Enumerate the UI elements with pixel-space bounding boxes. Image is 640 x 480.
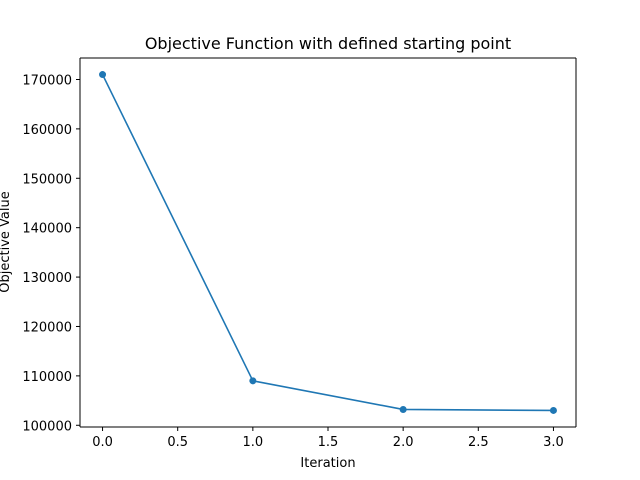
y-tick-label: 120000 (22, 320, 72, 335)
data-point (249, 377, 257, 385)
y-tick-label: 150000 (22, 172, 72, 187)
y-tick-label: 130000 (22, 271, 72, 286)
data-point (399, 405, 407, 413)
x-tick-label: 1.5 (318, 435, 339, 450)
series-layer (99, 71, 557, 414)
x-axis-label: Iteration (300, 456, 355, 471)
data-point (549, 406, 557, 414)
plot-area (80, 58, 576, 427)
y-tick-label: 170000 (22, 73, 72, 88)
axes-background (80, 58, 576, 427)
y-tick-label: 160000 (22, 123, 72, 138)
x-tick-label: 0.5 (167, 435, 188, 450)
y-tick-label: 140000 (22, 222, 72, 237)
x-axis-ticks: 0.0 0.5 1.0 1.5 2.0 2.5 3.0 (92, 427, 564, 450)
x-tick-label: 2.5 (468, 435, 489, 450)
series-line (101, 73, 555, 412)
x-tick-label: 1.0 (243, 435, 264, 450)
x-tick-label: 3.0 (543, 435, 564, 450)
data-point (99, 71, 107, 79)
y-tick-label: 100000 (22, 419, 72, 434)
x-tick-label: 2.0 (393, 435, 414, 450)
y-tick-label: 110000 (22, 370, 72, 385)
y-axis-label: Objective Value (0, 191, 13, 292)
y-axis-ticks: 100000 110000 120000 130000 140000 150000 1600… (22, 73, 80, 434)
x-tick-label: 0.0 (92, 435, 113, 450)
chart-title: Objective Function with defined starting… (145, 34, 511, 53)
